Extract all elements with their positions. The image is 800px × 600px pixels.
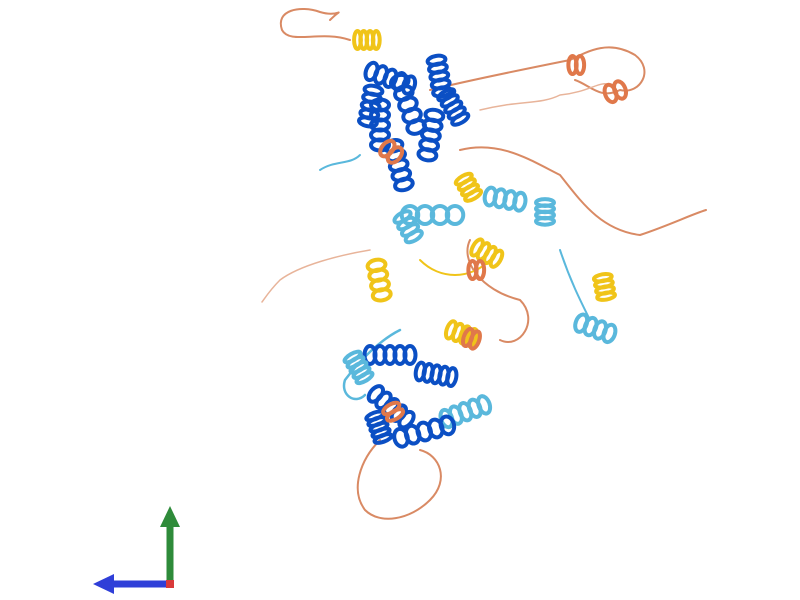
helix xyxy=(534,197,556,227)
helix xyxy=(357,83,385,129)
helix xyxy=(342,349,375,386)
coil-segment xyxy=(559,249,591,321)
x-axis-arrowhead xyxy=(93,574,114,594)
helix xyxy=(438,394,493,430)
coil-segment xyxy=(429,46,646,95)
helix xyxy=(413,360,459,388)
helix xyxy=(466,259,487,281)
helix xyxy=(416,107,446,163)
coil-segment xyxy=(279,8,351,41)
helix xyxy=(469,237,505,269)
helix xyxy=(602,79,629,105)
helix xyxy=(573,312,618,345)
helix xyxy=(392,209,424,245)
coil-segment xyxy=(479,83,611,111)
helix xyxy=(482,185,528,213)
helix xyxy=(388,72,427,136)
coil-segment xyxy=(319,154,361,171)
axis-gizmo-icon[interactable] xyxy=(93,506,180,594)
coil-segment xyxy=(342,328,402,401)
coil-segment xyxy=(356,439,442,520)
helix xyxy=(566,54,587,76)
helix xyxy=(366,384,416,430)
helix xyxy=(365,257,393,303)
coil-segment xyxy=(261,249,371,303)
helix xyxy=(352,29,382,51)
coil-segment xyxy=(459,146,707,236)
helix xyxy=(461,326,482,351)
helix xyxy=(381,400,406,423)
y-axis-arrowhead xyxy=(160,506,180,527)
helix xyxy=(362,344,418,366)
helix xyxy=(392,414,457,449)
coil-segment xyxy=(466,239,530,343)
helix xyxy=(453,171,484,203)
helix xyxy=(436,87,471,127)
z-axis-marker xyxy=(166,580,174,588)
helix xyxy=(591,271,617,302)
helix xyxy=(378,138,405,165)
